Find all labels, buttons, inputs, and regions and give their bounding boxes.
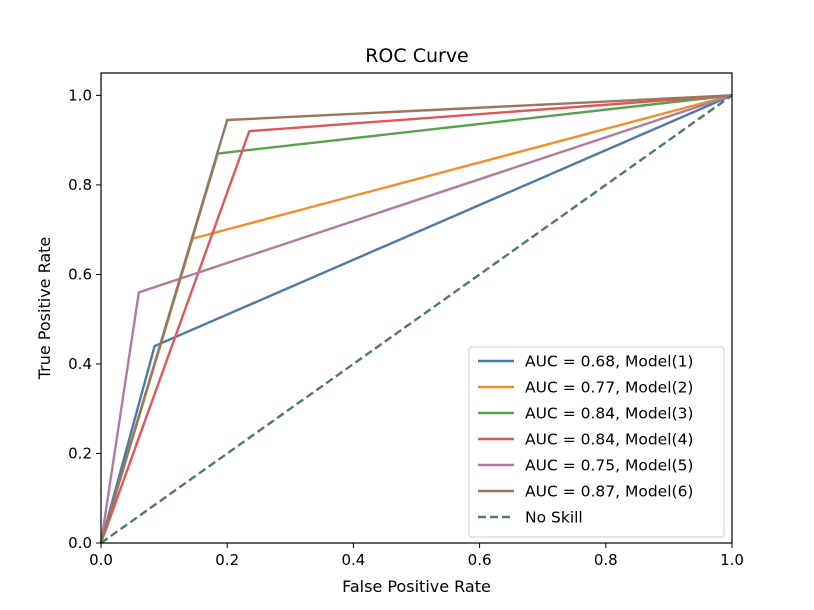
legend-entry-label: AUC = 0.77, Model(2): [525, 379, 693, 397]
y-tick-label: 0.8: [68, 176, 92, 194]
series-line-6: [99, 94, 733, 544]
legend-entry-label: AUC = 0.84, Model(4): [525, 431, 693, 449]
y-tick-label: 1.0: [68, 86, 92, 104]
x-tick-label: 0.6: [468, 551, 492, 569]
legend-entry-label: AUC = 0.84, Model(3): [525, 405, 693, 423]
legend: AUC = 0.68, Model(1) AUC = 0.77, Model(2)…: [468, 346, 725, 538]
x-tick-label: 1.0: [720, 551, 744, 569]
plot-frame: [100, 72, 733, 544]
legend-box: [468, 346, 725, 538]
series-line-5: [99, 94, 733, 544]
y-axis-ticks: 0.0 0.2 0.4 0.6 0.8 1.0: [68, 86, 101, 552]
series-line-4: [99, 94, 733, 544]
legend-entry-label: AUC = 0.68, Model(1): [525, 353, 693, 371]
x-tick-label: 0.2: [215, 551, 239, 569]
legend-entry-label: No Skill: [525, 509, 583, 527]
legend-entry-label: AUC = 0.87, Model(6): [525, 483, 693, 501]
y-tick-label: 0.0: [68, 534, 92, 552]
y-tick-label: 0.2: [68, 444, 92, 462]
x-tick-label: 0.8: [594, 551, 618, 569]
series-line-1: [99, 94, 733, 544]
series-line-7: [100, 94, 733, 544]
y-axis-label: True Positive Rate: [35, 237, 54, 381]
legend-entry-label: AUC = 0.75, Model(5): [525, 457, 693, 475]
x-tick-label: 0.0: [89, 551, 113, 569]
x-tick-label: 0.4: [341, 551, 365, 569]
x-axis-ticks: 0.0 0.2 0.4 0.6 0.8 1.0: [89, 543, 744, 569]
y-tick-label: 0.6: [68, 265, 92, 283]
plot-lines: [99, 94, 733, 544]
x-axis-label: False Positive Rate: [342, 577, 491, 596]
y-tick-label: 0.4: [68, 355, 92, 373]
chart-title: ROC Curve: [365, 45, 469, 67]
